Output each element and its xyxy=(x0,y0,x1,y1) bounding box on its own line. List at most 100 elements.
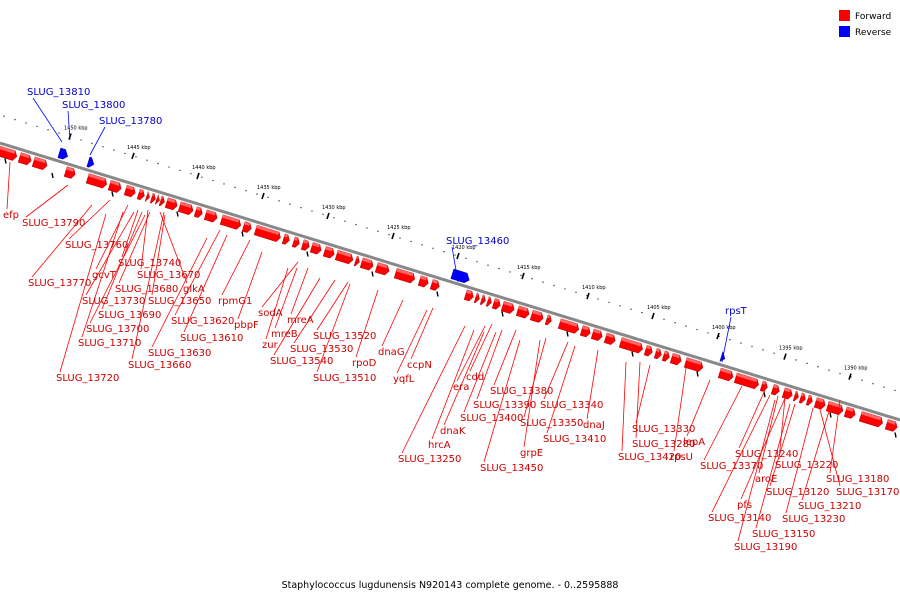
forward-gene-label[interactable]: SLUG_13170 xyxy=(836,487,899,498)
forward-gene-label[interactable]: dnaJ xyxy=(583,420,605,431)
forward-gene-block[interactable] xyxy=(479,294,487,306)
forward-gene-label[interactable]: glkA xyxy=(183,284,205,295)
forward-gene-block[interactable] xyxy=(417,275,430,288)
forward-gene-label[interactable]: SLUG_13760 xyxy=(65,240,128,251)
forward-gene-label[interactable]: SLUG_13400 xyxy=(460,413,523,424)
forward-gene-label[interactable]: dnaK xyxy=(440,426,466,437)
forward-gene-label[interactable]: SLUG_13210 xyxy=(798,501,861,512)
forward-gene-label[interactable]: SLUG_13630 xyxy=(148,348,211,359)
forward-gene-label[interactable]: SLUG_13250 xyxy=(398,454,461,465)
forward-gene-block[interactable] xyxy=(798,392,807,404)
forward-gene-block[interactable] xyxy=(843,406,856,419)
forward-gene-label[interactable]: SLUG_13410 xyxy=(543,434,606,445)
reverse-gene-block[interactable] xyxy=(450,268,471,284)
forward-gene-label[interactable]: SLUG_13420 xyxy=(618,452,681,463)
forward-gene-label[interactable]: SLUG_13610 xyxy=(180,333,243,344)
forward-gene-label[interactable]: SLUG_13120 xyxy=(766,487,829,498)
forward-gene-label[interactable]: SLUG_13330 xyxy=(632,424,695,435)
forward-gene-label[interactable]: zur xyxy=(262,340,279,351)
forward-gene-block[interactable] xyxy=(149,192,157,204)
forward-gene-block[interactable] xyxy=(603,332,616,345)
forward-gene-label[interactable]: SLUG_13790 xyxy=(22,218,85,229)
forward-gene-label[interactable]: SLUG_13520 xyxy=(313,331,376,342)
forward-gene-block[interactable] xyxy=(334,249,354,265)
forward-gene-block[interactable] xyxy=(661,350,671,362)
forward-gene-label[interactable]: SLUG_13710 xyxy=(78,338,141,349)
forward-gene-label[interactable]: SLUG_13530 xyxy=(290,344,353,355)
reverse-gene-block[interactable] xyxy=(57,147,70,160)
forward-gene-label[interactable]: era xyxy=(453,382,469,393)
forward-gene-block[interactable] xyxy=(717,367,734,382)
reverse-gene-label[interactable]: SLUG_13800 xyxy=(62,100,125,111)
forward-gene-label[interactable]: SLUG_13740 xyxy=(118,258,181,269)
forward-gene-block[interactable] xyxy=(300,239,311,252)
forward-gene-block[interactable] xyxy=(253,224,282,242)
forward-gene-block[interactable] xyxy=(107,180,122,193)
reverse-gene-label[interactable]: SLUG_13780 xyxy=(99,116,162,127)
forward-gene-block[interactable] xyxy=(805,394,814,406)
forward-gene-label[interactable]: sodA xyxy=(258,308,283,319)
forward-gene-label[interactable]: yqfL xyxy=(393,374,415,385)
forward-gene-block[interactable] xyxy=(85,173,108,189)
forward-gene-label[interactable]: SLUG_13150 xyxy=(752,529,815,540)
forward-gene-label[interactable]: SLUG_13280 xyxy=(632,439,695,450)
forward-gene-label[interactable]: SLUG_13140 xyxy=(708,513,771,524)
forward-gene-label[interactable]: mreB xyxy=(271,329,298,340)
forward-gene-block[interactable] xyxy=(770,384,781,396)
forward-gene-label[interactable]: SLUG_13340 xyxy=(540,400,603,411)
forward-gene-label[interactable]: SLUG_13380 xyxy=(490,386,553,397)
forward-gene-label[interactable]: dnaG xyxy=(378,347,405,358)
forward-gene-block[interactable] xyxy=(322,246,335,259)
forward-gene-block[interactable] xyxy=(359,257,374,271)
forward-gene-label[interactable]: SLUG_13700 xyxy=(86,324,149,335)
reverse-gene-label[interactable]: SLUG_13460 xyxy=(446,236,509,247)
forward-gene-label[interactable]: SLUG_13190 xyxy=(734,542,797,553)
forward-gene-label[interactable]: SLUG_13450 xyxy=(480,463,543,474)
forward-gene-block[interactable] xyxy=(154,193,161,206)
forward-gene-label[interactable]: SLUG_13540 xyxy=(270,356,333,367)
forward-gene-label[interactable]: SLUG_13720 xyxy=(56,373,119,384)
forward-gene-block[interactable] xyxy=(653,348,663,360)
forward-gene-label[interactable]: SLUG_13390 xyxy=(473,400,536,411)
forward-gene-block[interactable] xyxy=(557,318,580,334)
forward-gene-block[interactable] xyxy=(291,236,301,248)
forward-gene-label[interactable]: ccpN xyxy=(407,360,432,371)
forward-gene-block[interactable] xyxy=(858,411,884,428)
forward-gene-block[interactable] xyxy=(781,387,794,400)
forward-gene-block[interactable] xyxy=(529,309,544,323)
forward-gene-label[interactable]: SLUG_13510 xyxy=(313,373,376,384)
forward-gene-label[interactable]: aroE xyxy=(755,474,777,485)
forward-gene-block[interactable] xyxy=(759,380,769,392)
forward-gene-block[interactable] xyxy=(353,255,361,267)
forward-gene-label[interactable]: rpmG1 xyxy=(218,296,252,307)
forward-gene-block[interactable] xyxy=(123,184,136,198)
forward-gene-block[interactable] xyxy=(813,397,826,410)
forward-gene-label[interactable]: SLUG_13680 xyxy=(115,284,178,295)
forward-gene-label[interactable]: SLUG_13620 xyxy=(171,316,234,327)
forward-gene-block[interactable] xyxy=(733,372,760,390)
forward-gene-label[interactable]: pbpF xyxy=(234,320,259,331)
forward-gene-label[interactable]: efp xyxy=(3,210,19,221)
forward-gene-block[interactable] xyxy=(203,209,218,223)
forward-gene-block[interactable] xyxy=(136,188,146,200)
forward-gene-block[interactable] xyxy=(590,328,603,341)
forward-gene-block[interactable] xyxy=(491,298,502,311)
forward-gene-block[interactable] xyxy=(374,262,390,276)
forward-gene-block[interactable] xyxy=(393,268,416,284)
forward-gene-label[interactable]: rpsU xyxy=(670,452,693,463)
forward-gene-label[interactable]: SLUG_13240 xyxy=(735,449,798,460)
forward-gene-label[interactable]: gcvT xyxy=(92,270,117,281)
forward-gene-label[interactable]: SLUG_13770 xyxy=(28,278,91,289)
forward-gene-block[interactable] xyxy=(241,221,253,234)
forward-gene-label[interactable]: grpE xyxy=(520,448,543,459)
forward-gene-block[interactable] xyxy=(792,390,800,402)
forward-gene-block[interactable] xyxy=(31,156,48,171)
forward-gene-label[interactable]: SLUG_13370 xyxy=(700,461,763,472)
forward-gene-block[interactable] xyxy=(618,337,644,354)
forward-gene-label[interactable]: lepA xyxy=(683,437,705,448)
forward-gene-label[interactable]: SLUG_13730 xyxy=(82,296,145,307)
forward-gene-block[interactable] xyxy=(683,357,704,373)
forward-gene-block[interactable] xyxy=(515,305,530,319)
reverse-gene-block[interactable] xyxy=(86,156,96,168)
forward-gene-block[interactable] xyxy=(643,344,654,357)
